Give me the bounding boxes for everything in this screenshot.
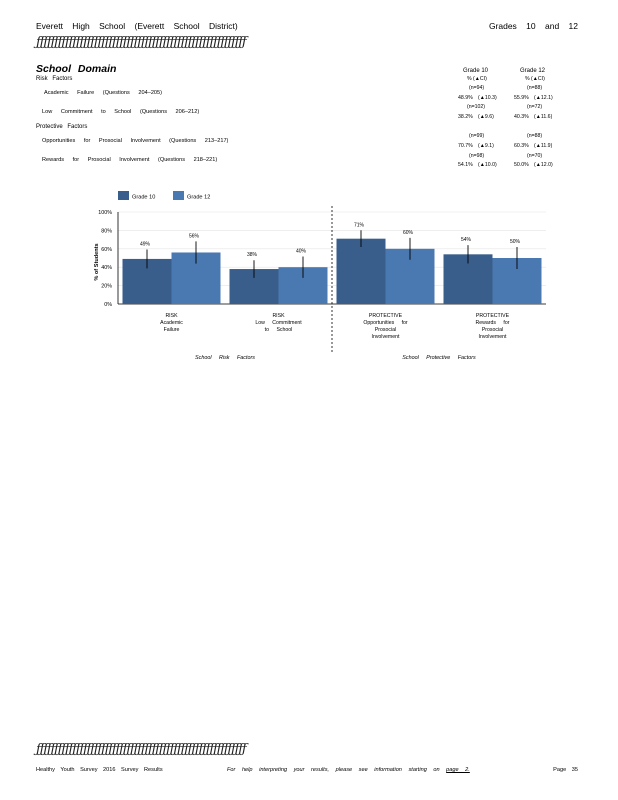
legend-swatch [173,191,184,200]
footer-page-link[interactable]: page 2. [446,767,470,773]
y-tick-label: 20% [101,284,112,290]
row-n-g10: (n=94) [469,85,485,91]
y-tick-label: 60% [101,247,112,253]
col-grade10: Grade 10 [463,68,489,74]
x-tick-label: Failure [164,327,180,333]
x-tick-label: to School [265,327,293,333]
data-label: 50% [510,239,521,245]
row-pct-g12: 60.3% [514,143,529,149]
group-label-risk: School Risk Factors [195,355,255,361]
row-ci-g12: (▲11.9) [534,143,553,149]
row-pct-g10: 48.9% [458,95,473,101]
footer-help-text: For help interpreting your results, plea… [227,767,470,773]
row-ci-g10: (▲10.0) [478,162,497,168]
header-rule: ƒƒƒƒƒƒƒƒƒƒƒƒƒƒƒƒƒƒƒƒƒƒƒƒƒƒƒƒƒƒƒƒƒƒƒƒƒƒƒƒ… [36,35,247,50]
row-ci-g12: (▲12.1) [534,95,553,101]
x-tick-label: Involvement [479,334,508,340]
x-tick-label: RISK [165,313,178,319]
row-ci-g10: (▲9.6) [478,114,494,120]
group-label-protective: School Protective Factors [402,355,476,361]
y-tick-label: 40% [101,265,112,271]
row-pct-g12: 55.9% [514,95,529,101]
row-pct-g10: 38.2% [458,114,473,120]
data-label: 40% [296,249,307,255]
legend-label: Grade 12 [187,195,210,201]
x-tick-label: RISK [272,313,285,319]
footer-page-number: Page 35 [553,767,578,773]
school-domain-chart: 0% 20% 40% 60% 80% 100% % of Students Grade 10 G… [94,191,546,361]
grades-label: Grades 10 and 12 [488,21,578,31]
row-label-academic-failure: Academic Failure (Questions 204–205) [44,90,163,96]
row-n-g12: (n=88) [527,133,543,139]
row-pct-g12: 50.0% [514,162,529,168]
row-ci-g12: (▲11.6) [534,114,553,120]
legend-label: Grade 10 [132,195,155,201]
row-n-g10: (n=98) [469,153,485,159]
y-tick-label: 0% [104,302,112,308]
bar [336,238,386,304]
row-label-opportunities: Opportunities for Prosocial Involvement … [42,138,229,144]
x-tick-label: Involvement [372,334,401,340]
y-axis-label: % of Students [94,243,100,280]
x-tick-label: Prosocial [482,327,503,333]
row-pct-g10: 70.7% [458,143,473,149]
data-label: 49% [140,241,151,247]
row-label-rewards: Rewards for Prosocial Involvement (Quest… [42,157,218,163]
row-n-g10: (n=102) [467,104,486,110]
x-tick-label: Opportunities for [363,320,408,326]
row-n-g12: (n=88) [527,85,543,91]
data-label: 71% [354,222,365,228]
x-tick-label: Low Commitment [255,320,302,326]
data-label: 54% [461,237,472,243]
section-title: School Domain [36,63,117,75]
risk-heading: Risk Factors [36,76,73,82]
data-label: 56% [189,233,200,239]
x-tick-label: PROTECTIVE [476,313,510,319]
footer-survey-name: Healthy Youth Survey 2016 Survey Results [36,767,163,773]
col-grade12-sub: % (▲CI) [525,76,545,82]
row-pct-g12: 40.3% [514,114,529,120]
row-label-low-commitment: Low Commitment to School (Questions 206–… [42,109,200,115]
x-tick-label: Rewards for [476,320,510,326]
row-n-g10: (n=99) [469,133,485,139]
x-tick-label: Prosocial [375,327,396,333]
col-grade10-sub: % (▲CI) [467,76,487,82]
data-label: 38% [247,252,258,258]
col-grade12: Grade 12 [520,68,546,74]
row-n-g12: (n=72) [527,104,543,110]
row-n-g12: (n=70) [527,153,543,159]
x-tick-label: PROTECTIVE [369,313,403,319]
row-ci-g10: (▲9.1) [478,143,494,149]
row-pct-g10: 54.1% [458,162,473,168]
row-ci-g10: (▲10.3) [478,95,497,101]
row-ci-g12: (▲12.0) [534,162,553,168]
y-tick-label: 80% [101,228,112,234]
data-label: 60% [403,230,414,236]
footer-help-message: For help interpreting your results, plea… [227,767,440,773]
footer-rule: ƒƒƒƒƒƒƒƒƒƒƒƒƒƒƒƒƒƒƒƒƒƒƒƒƒƒƒƒƒƒƒƒƒƒƒƒƒƒƒƒ… [36,742,247,757]
school-name: Everett High School (Everett School Dist… [36,21,238,31]
protective-heading: Protective Factors [36,124,88,130]
x-tick-label: Academic [160,320,183,326]
y-tick-label: 100% [98,210,112,216]
legend-swatch [118,191,129,200]
